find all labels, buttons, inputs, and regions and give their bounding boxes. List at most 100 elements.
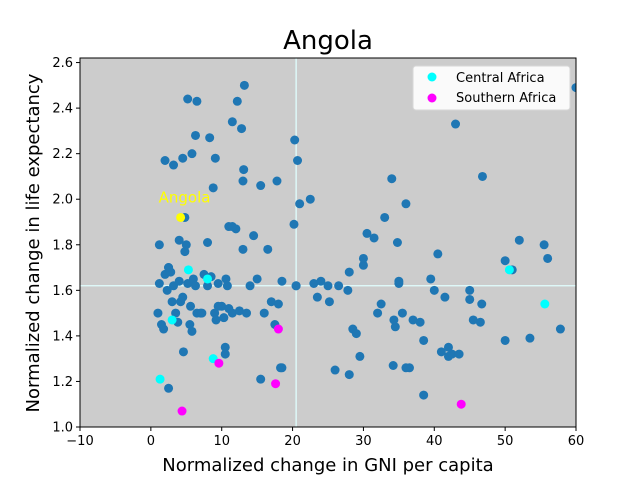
- data-point-series-0: [429, 285, 439, 295]
- data-point-series-0: [291, 281, 301, 291]
- data-point-series-0: [203, 238, 213, 247]
- data-point-series-0: [232, 96, 242, 106]
- data-point-series-0: [272, 176, 282, 186]
- data-point-series-0: [153, 308, 163, 318]
- data-point-series-0: [324, 297, 334, 307]
- data-point-series-0: [344, 267, 354, 277]
- legend-box: [412, 65, 571, 111]
- data-point-series-0: [475, 317, 485, 327]
- data-point-series-0: [543, 253, 553, 263]
- data-point-series-0: [369, 233, 379, 243]
- x-tick-label: 20: [284, 434, 301, 449]
- data-point-series-0: [358, 253, 368, 263]
- data-point-series-0: [419, 390, 429, 400]
- data-point-series-0: [252, 274, 262, 284]
- data-point-series-0: [436, 347, 446, 357]
- data-point-series-0: [289, 219, 299, 229]
- data-point-series-0: [219, 313, 229, 323]
- data-point-series-0: [514, 235, 524, 245]
- legend-marker-southern-africa: [427, 93, 437, 103]
- data-point-series-0: [440, 292, 450, 302]
- data-point-series-0: [242, 308, 252, 318]
- data-point-series-0: [290, 135, 300, 145]
- data-point-series-0: [309, 279, 319, 288]
- y-tick-label: 2.6: [52, 56, 73, 71]
- data-point-series-0: [171, 308, 181, 318]
- data-point-series-0: [351, 329, 361, 339]
- data-point-southern-africa: [214, 358, 224, 368]
- data-point-series-0: [426, 274, 436, 284]
- data-point-series-0: [167, 297, 177, 307]
- data-point-series-0: [220, 342, 230, 352]
- data-point-series-0: [323, 281, 333, 291]
- y-tick-label: 2.0: [52, 193, 73, 208]
- data-point-series-0: [388, 361, 398, 370]
- data-point-series-0: [238, 176, 248, 186]
- y-tick-label: 1.4: [52, 329, 73, 344]
- data-point-series-0: [227, 117, 237, 127]
- data-point-series-0: [162, 285, 172, 295]
- data-point-series-0: [164, 263, 174, 273]
- data-point-series-0: [376, 299, 386, 309]
- data-point-series-0: [465, 294, 475, 304]
- data-point-series-0: [477, 299, 487, 309]
- data-point-series-0: [186, 301, 196, 311]
- data-point-series-0: [256, 181, 266, 191]
- y-tick-label: 1.2: [52, 375, 73, 390]
- x-tick-label: 40: [426, 434, 443, 449]
- data-point-series-0: [234, 306, 244, 316]
- data-point-series-0: [343, 285, 353, 295]
- data-point-series-0: [447, 349, 457, 359]
- data-point-series-0: [500, 256, 510, 266]
- data-point-series-0: [160, 156, 170, 165]
- data-point-series-0: [169, 160, 179, 170]
- data-point-series-0: [401, 363, 411, 373]
- data-point-southern-africa: [271, 379, 281, 389]
- data-point-southern-africa: [177, 406, 187, 416]
- data-point-series-0: [263, 244, 273, 254]
- data-point-series-0: [355, 351, 365, 361]
- data-point-series-0: [277, 276, 287, 286]
- y-tick-label: 2.4: [52, 102, 73, 117]
- data-point-series-0: [273, 299, 283, 309]
- data-point-series-0: [433, 249, 443, 259]
- data-point-series-0: [181, 240, 191, 250]
- y-axis-title: Normalized change in life expectancy: [23, 73, 44, 412]
- x-axis-ticks: −10 0 10 20 30 40 50 60: [66, 427, 584, 449]
- data-point-series-0: [397, 308, 407, 318]
- chart-title: Angola: [283, 26, 373, 56]
- data-point-series-0: [380, 212, 390, 222]
- data-point-series-0: [187, 326, 197, 336]
- data-point-series-0: [197, 308, 207, 318]
- data-point-series-0: [525, 333, 535, 343]
- data-point-series-0: [451, 119, 461, 129]
- data-point-series-0: [210, 308, 220, 318]
- data-point-series-0: [477, 171, 487, 181]
- data-point-series-0: [408, 315, 418, 325]
- legend-label-southern-africa: Southern Africa: [456, 91, 556, 106]
- legend-label-central-africa: Central Africa: [456, 71, 545, 86]
- x-tick-label: 30: [355, 434, 372, 449]
- y-tick-label: 2.2: [52, 147, 73, 162]
- x-tick-label: −10: [66, 434, 93, 449]
- x-tick-label: 0: [147, 434, 155, 449]
- data-point-series-0: [293, 156, 303, 165]
- data-point-series-0: [154, 279, 164, 288]
- data-point-series-0: [387, 174, 397, 184]
- data-point-series-0: [330, 365, 340, 375]
- data-point-series-0: [390, 322, 400, 332]
- angola-annotation: Angola: [159, 188, 211, 206]
- data-point-series-0: [392, 238, 402, 247]
- data-point-southern-africa: [273, 324, 283, 334]
- data-point-angola: [176, 212, 186, 222]
- data-point-central-africa: [504, 265, 514, 275]
- data-point-series-0: [500, 335, 510, 345]
- data-point-series-0: [183, 94, 193, 104]
- data-point-series-0: [266, 297, 276, 307]
- data-point-series-0: [358, 260, 368, 270]
- data-point-series-0: [362, 228, 372, 238]
- data-point-series-0: [178, 292, 188, 302]
- data-point-series-0: [468, 315, 478, 325]
- data-point-series-0: [245, 281, 255, 291]
